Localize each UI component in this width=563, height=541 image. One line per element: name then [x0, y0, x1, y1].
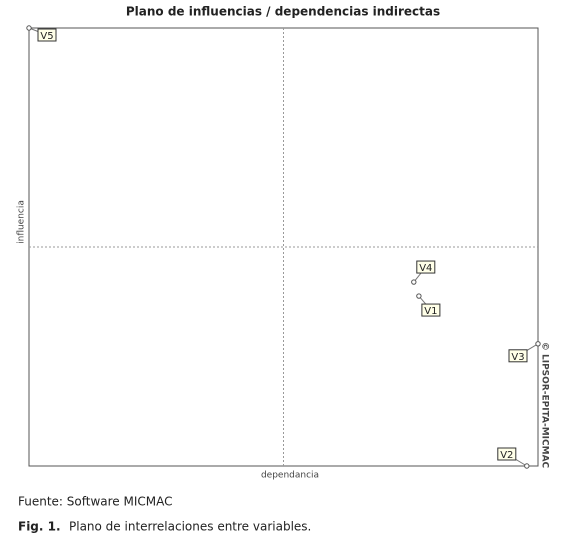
point [411, 279, 417, 285]
x-axis-label: dependancia [261, 471, 319, 481]
point [535, 341, 541, 347]
label-box [37, 28, 57, 42]
point-label: V5 [40, 31, 53, 42]
label-box [508, 349, 528, 363]
watermark: © LIPSOR-EPITA-MICMAC [540, 342, 550, 469]
point [524, 463, 530, 469]
caption-text: Plano de interrelaciones entre variables… [69, 520, 311, 534]
point-label: V3 [511, 352, 524, 363]
point [26, 25, 32, 31]
label-box [497, 447, 517, 461]
point [416, 293, 422, 299]
figure-label: Fig. 1. [18, 520, 61, 534]
point-label: V4 [419, 263, 432, 274]
label-box [421, 303, 441, 317]
source: Fuente: Software MICMAC [18, 495, 173, 509]
point-label: V2 [500, 450, 513, 461]
point-label: V1 [424, 306, 437, 317]
y-axis-label: influencia [17, 200, 27, 244]
chart-title: Plano de influencias / dependencias indi… [126, 5, 440, 19]
label-box [416, 260, 436, 274]
